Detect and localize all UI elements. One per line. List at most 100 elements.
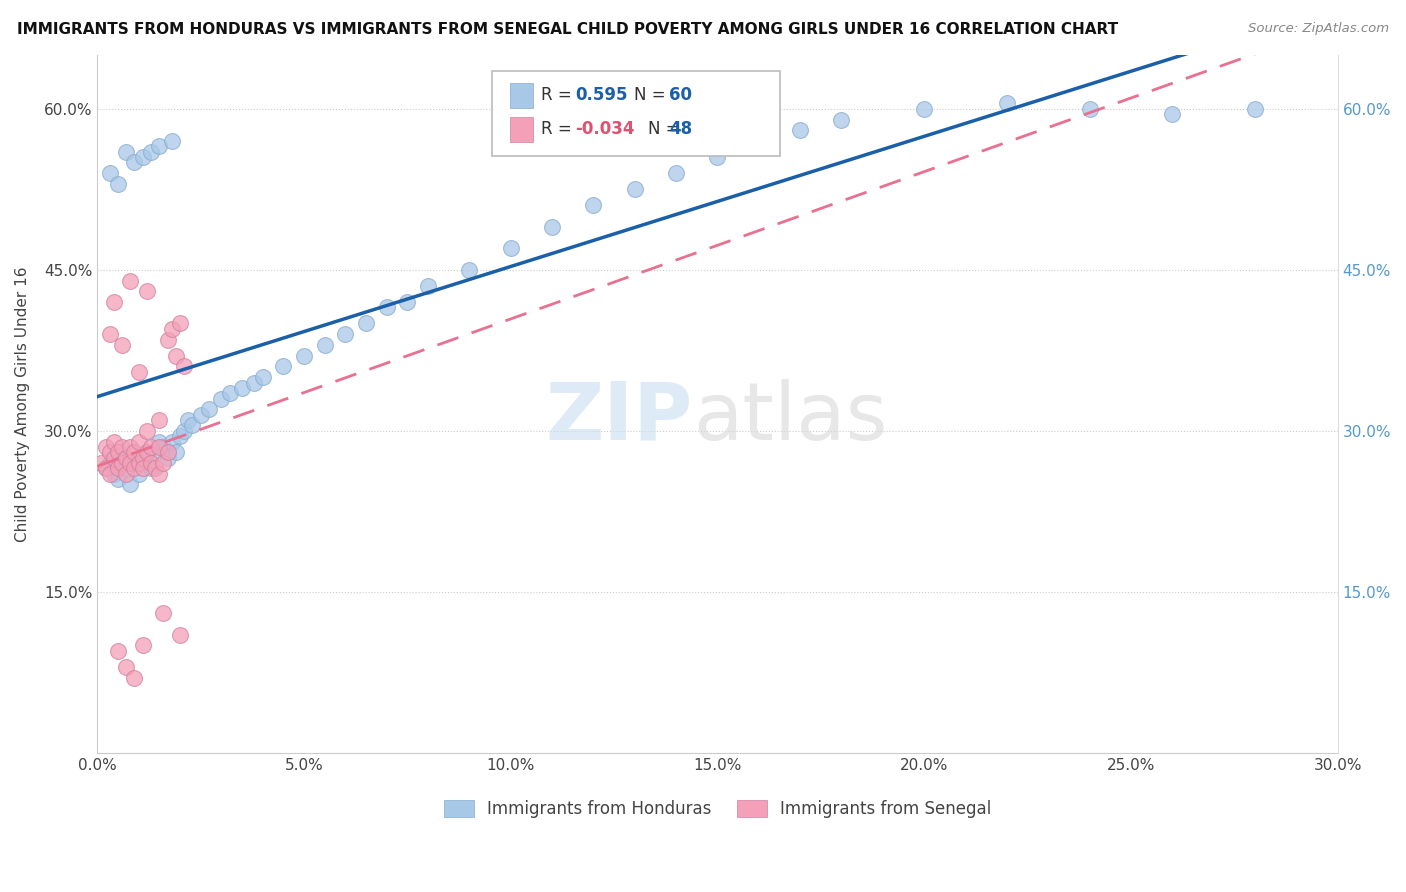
- Point: [335, 327, 357, 342]
- Point: [139, 440, 162, 454]
- Point: [132, 150, 155, 164]
- Text: 48: 48: [669, 120, 692, 138]
- Point: [243, 376, 266, 390]
- Point: [128, 365, 150, 379]
- Point: [124, 445, 146, 459]
- Point: [103, 295, 125, 310]
- Point: [128, 456, 150, 470]
- Point: [103, 467, 125, 481]
- Point: [789, 123, 811, 137]
- Text: 60: 60: [669, 87, 692, 104]
- Point: [156, 445, 179, 459]
- Point: [120, 274, 142, 288]
- Point: [541, 219, 564, 234]
- Point: [748, 134, 770, 148]
- Point: [190, 408, 212, 422]
- Point: [132, 450, 155, 465]
- Point: [115, 145, 138, 159]
- Point: [135, 424, 157, 438]
- Point: [115, 461, 138, 475]
- Point: [1161, 107, 1184, 121]
- Point: [156, 333, 179, 347]
- Point: [198, 402, 221, 417]
- Point: [218, 386, 240, 401]
- Point: [160, 322, 183, 336]
- Point: [139, 456, 162, 470]
- Point: [165, 349, 187, 363]
- Point: [111, 338, 134, 352]
- Point: [177, 413, 200, 427]
- Point: [912, 102, 935, 116]
- Point: [160, 434, 183, 449]
- Text: IMMIGRANTS FROM HONDURAS VS IMMIGRANTS FROM SENEGAL CHILD POVERTY AMONG GIRLS UN: IMMIGRANTS FROM HONDURAS VS IMMIGRANTS F…: [17, 22, 1118, 37]
- Point: [98, 445, 121, 459]
- Point: [623, 182, 645, 196]
- Point: [152, 456, 174, 470]
- Point: [132, 450, 155, 465]
- Text: R =: R =: [541, 120, 578, 138]
- Point: [169, 628, 191, 642]
- Text: ZIP: ZIP: [546, 379, 693, 457]
- Point: [152, 440, 174, 454]
- Point: [98, 467, 121, 481]
- Point: [148, 139, 170, 153]
- Point: [706, 150, 728, 164]
- Point: [209, 392, 232, 406]
- Point: [416, 279, 439, 293]
- Point: [139, 461, 162, 475]
- Point: [107, 177, 129, 191]
- Point: [1244, 102, 1267, 116]
- Point: [111, 450, 134, 465]
- Point: [148, 440, 170, 454]
- Point: [135, 285, 157, 299]
- Text: Source: ZipAtlas.com: Source: ZipAtlas.com: [1249, 22, 1389, 36]
- Point: [103, 450, 125, 465]
- Point: [396, 295, 419, 310]
- Point: [148, 467, 170, 481]
- Point: [111, 440, 134, 454]
- Point: [375, 301, 398, 315]
- Point: [143, 461, 166, 475]
- Point: [115, 660, 138, 674]
- Point: [169, 317, 191, 331]
- Point: [98, 327, 121, 342]
- Point: [252, 370, 274, 384]
- Point: [292, 349, 315, 363]
- Point: [135, 445, 157, 459]
- Point: [124, 671, 146, 685]
- Point: [354, 317, 377, 331]
- Point: [94, 440, 117, 454]
- Point: [173, 424, 195, 438]
- Point: [128, 434, 150, 449]
- Text: N =: N =: [634, 87, 671, 104]
- Point: [124, 461, 146, 475]
- Point: [107, 445, 129, 459]
- Legend: Immigrants from Honduras, Immigrants from Senegal: Immigrants from Honduras, Immigrants fro…: [437, 793, 998, 825]
- Point: [90, 456, 112, 470]
- Point: [156, 450, 179, 465]
- Point: [139, 145, 162, 159]
- Text: atlas: atlas: [693, 379, 887, 457]
- Point: [120, 456, 142, 470]
- Point: [165, 445, 187, 459]
- Point: [582, 198, 605, 212]
- Point: [94, 461, 117, 475]
- Point: [120, 440, 142, 454]
- Point: [148, 413, 170, 427]
- Point: [111, 456, 134, 470]
- Point: [128, 467, 150, 481]
- Point: [94, 461, 117, 475]
- Point: [107, 472, 129, 486]
- Point: [148, 434, 170, 449]
- Point: [271, 359, 294, 374]
- Point: [98, 456, 121, 470]
- Point: [314, 338, 336, 352]
- Point: [458, 262, 481, 277]
- Point: [132, 639, 155, 653]
- Point: [499, 241, 522, 255]
- Y-axis label: Child Poverty Among Girls Under 16: Child Poverty Among Girls Under 16: [15, 266, 30, 541]
- Point: [120, 477, 142, 491]
- Point: [107, 461, 129, 475]
- Text: -0.034: -0.034: [575, 120, 634, 138]
- Point: [181, 418, 204, 433]
